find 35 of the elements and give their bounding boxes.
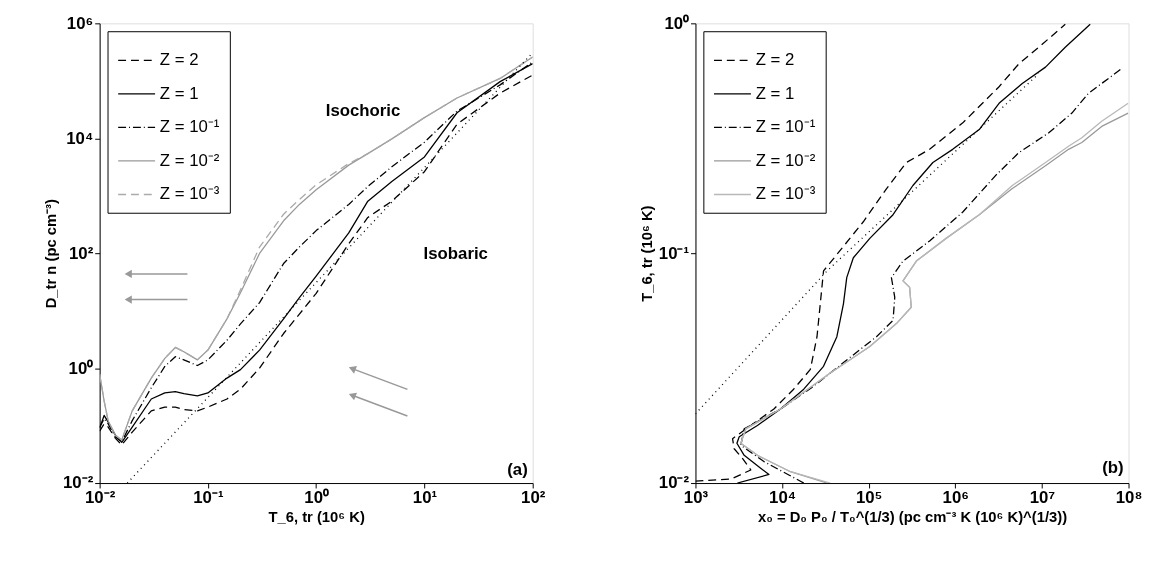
legend-label: Z = 2 bbox=[159, 50, 199, 70]
x-tick-label: 10⁻² bbox=[85, 488, 116, 508]
x-tick-label: 10⁶ bbox=[942, 488, 969, 508]
x-tick-label: 10⁰ bbox=[304, 488, 329, 508]
annotation: (b) bbox=[1102, 458, 1124, 478]
x-axis-title: x₀ = D₀ P₀ / T₀^(1/3) (pc cm⁻³ K (10⁶ K)^(1/3)) bbox=[757, 509, 1068, 525]
x-tick-label: 10⁸ bbox=[1115, 488, 1143, 508]
y-tick-label: 10⁴ bbox=[66, 128, 94, 148]
y-tick-label: 10⁻¹ bbox=[658, 243, 690, 263]
legend-label: Z = 10⁻² bbox=[159, 150, 220, 170]
annotation: (a) bbox=[507, 460, 528, 480]
y-tick-label: 10⁰ bbox=[664, 13, 690, 33]
y-axis-title: T_6, tr (10⁶ K) bbox=[638, 205, 655, 302]
legend-label: Z = 10⁻¹ bbox=[159, 117, 220, 137]
x-tick-label: 10⁴ bbox=[769, 488, 797, 508]
legend-label: Z = 10⁻³ bbox=[159, 184, 220, 204]
x-tick-label: 10⁵ bbox=[855, 488, 883, 508]
legend-label: Z = 1 bbox=[159, 83, 199, 103]
legend-label: Z = 2 bbox=[755, 50, 795, 70]
x-axis-title: T_6, tr (10⁶ K) bbox=[268, 509, 365, 525]
x-tick-label: 10² bbox=[521, 488, 546, 508]
y-tick-label: 10⁶ bbox=[66, 13, 94, 33]
y-tick-label: 10² bbox=[68, 243, 94, 263]
annotation: Isobaric bbox=[423, 244, 488, 264]
y-axis-title: D_tr n (pc cm⁻³) bbox=[43, 198, 60, 309]
legend-label: Z = 10⁻² bbox=[755, 150, 816, 170]
legend-label: Z = 1 bbox=[755, 83, 795, 103]
legend-label: Z = 10⁻¹ bbox=[755, 117, 816, 137]
x-tick-label: 10⁻¹ bbox=[193, 488, 224, 508]
legend-label: Z = 10⁻³ bbox=[755, 184, 816, 204]
x-tick-label: 10⁷ bbox=[1029, 488, 1056, 508]
x-tick-label: 10³ bbox=[683, 488, 709, 508]
y-tick-label: 10⁰ bbox=[68, 358, 94, 378]
x-tick-label: 10¹ bbox=[412, 488, 438, 508]
annotation: Isochoric bbox=[325, 101, 401, 121]
